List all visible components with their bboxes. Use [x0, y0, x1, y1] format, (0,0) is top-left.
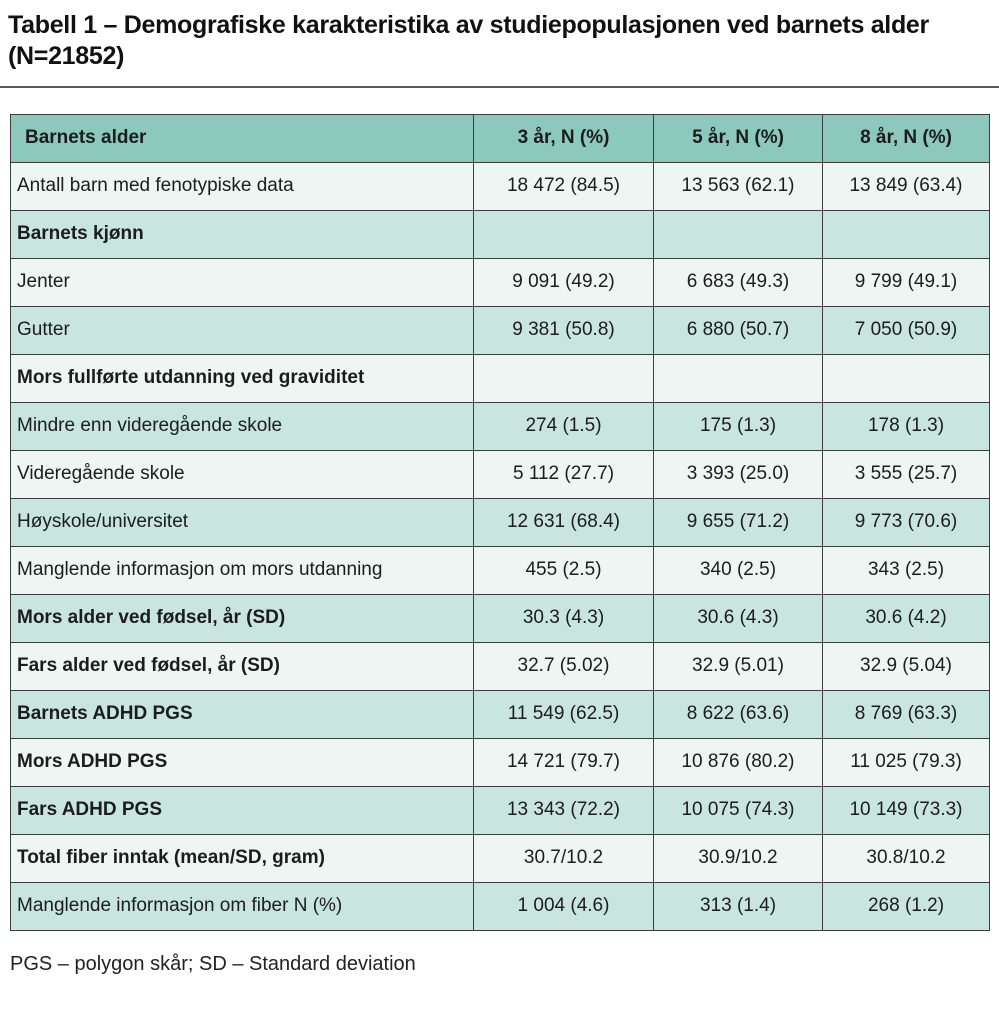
value-cell: 12 631 (68.4) [473, 497, 654, 547]
value-cell: 3 393 (25.0) [653, 449, 823, 499]
row-label-cell: Fars ADHD PGS [10, 785, 474, 835]
value-cell: 268 (1.2) [822, 881, 990, 931]
row-label-cell: Gutter [10, 305, 474, 355]
value-cell: 1 004 (4.6) [473, 881, 654, 931]
table-row: Total fiber inntak (mean/SD, gram) 30.7/1… [10, 833, 990, 883]
table-row: Fars alder ved fødsel, år (SD) 32.7 (5.02… [10, 641, 990, 691]
value-cell: 3 555 (25.7) [822, 449, 990, 499]
value-cell: 30.3 (4.3) [473, 593, 654, 643]
value-cell: 30.6 (4.3) [653, 593, 823, 643]
value-cell: 32.9 (5.01) [653, 641, 823, 691]
value-cell: 9 655 (71.2) [653, 497, 823, 547]
value-cell: 6 683 (49.3) [653, 257, 823, 307]
table-row: Mors ADHD PGS 14 721 (79.7) 10 876 (80.2) 1… [10, 737, 990, 787]
table-row: Antall barn med fenotypiske data 18 472 (… [10, 161, 990, 211]
value-cell: 455 (2.5) [473, 545, 654, 595]
row-label-cell: Jenter [10, 257, 474, 307]
value-cell: 13 849 (63.4) [822, 161, 990, 211]
row-label-cell: Barnets ADHD PGS [10, 689, 474, 739]
value-cell: 30.7/10.2 [473, 833, 654, 883]
value-cell: 32.9 (5.04) [822, 641, 990, 691]
value-cell: 8 769 (63.3) [822, 689, 990, 739]
row-label-cell: Mindre enn videregående skole [10, 401, 474, 451]
table-row: Høyskole/universitet 12 631 (68.4) 9 655 (… [10, 497, 990, 547]
value-cell: 7 050 (50.9) [822, 305, 990, 355]
table-row: Mors fullførte utdanning ved graviditet [10, 353, 990, 403]
value-cell: 32.7 (5.02) [473, 641, 654, 691]
row-label-cell: Barnets kjønn [10, 209, 474, 259]
table-row: Manglende informasjon om fiber N (%) 1 00… [10, 881, 990, 931]
table-row: Manglende informasjon om mors utdanning 4… [10, 545, 990, 595]
row-label-cell: Manglende informasjon om mors utdanning [10, 545, 474, 595]
value-cell: 178 (1.3) [822, 401, 990, 451]
footnote: PGS – polygon skår; SD – Standard deviat… [10, 952, 416, 975]
value-cell [822, 209, 990, 259]
table-row: Videregående skole 5 112 (27.7) 3 393 (25.… [10, 449, 990, 499]
value-cell: 13 563 (62.1) [653, 161, 823, 211]
value-cell [473, 353, 654, 403]
table-row: Mindre enn videregående skole 274 (1.5) 17… [10, 401, 990, 451]
value-cell: 14 721 (79.7) [473, 737, 654, 787]
value-cell: 5 112 (27.7) [473, 449, 654, 499]
table-header-row: Barnets alder 3 år, N (%) 5 år, N (%) 8 … [10, 113, 990, 163]
value-cell: 13 343 (72.2) [473, 785, 654, 835]
header-cell-5-ar: 5 år, N (%) [653, 113, 823, 163]
table-row: Barnets kjønn [10, 209, 990, 259]
value-cell [473, 209, 654, 259]
table-row: Gutter 9 381 (50.8) 6 880 (50.7) 7 050 (50.… [10, 305, 990, 355]
value-cell: 175 (1.3) [653, 401, 823, 451]
value-cell: 274 (1.5) [473, 401, 654, 451]
value-cell: 30.9/10.2 [653, 833, 823, 883]
row-label-cell: Mors ADHD PGS [10, 737, 474, 787]
value-cell: 10 075 (74.3) [653, 785, 823, 835]
row-label-cell: Antall barn med fenotypiske data [10, 161, 474, 211]
value-cell: 340 (2.5) [653, 545, 823, 595]
row-label-cell: Mors fullførte utdanning ved graviditet [10, 353, 474, 403]
value-cell: 30.6 (4.2) [822, 593, 990, 643]
value-cell: 9 381 (50.8) [473, 305, 654, 355]
value-cell [822, 353, 990, 403]
value-cell: 10 149 (73.3) [822, 785, 990, 835]
value-cell: 11 025 (79.3) [822, 737, 990, 787]
value-cell: 10 876 (80.2) [653, 737, 823, 787]
value-cell: 343 (2.5) [822, 545, 990, 595]
row-label-cell: Manglende informasjon om fiber N (%) [10, 881, 474, 931]
demographics-table: Barnets alder 3 år, N (%) 5 år, N (%) 8 … [10, 113, 990, 931]
row-label-cell: Videregående skole [10, 449, 474, 499]
page-title: Tabell 1 – Demografiske karakteristika a… [8, 11, 929, 71]
row-label-cell: Høyskole/universitet [10, 497, 474, 547]
table-row: Fars ADHD PGS 13 343 (72.2) 10 075 (74.3) 1… [10, 785, 990, 835]
value-cell: 313 (1.4) [653, 881, 823, 931]
value-cell [653, 353, 823, 403]
title-divider [0, 85, 999, 88]
value-cell: 9 091 (49.2) [473, 257, 654, 307]
header-cell-3-ar: 3 år, N (%) [473, 113, 654, 163]
row-label-cell: Mors alder ved fødsel, år (SD) [10, 593, 474, 643]
header-cell-barnets-alder: Barnets alder [10, 113, 474, 163]
row-label-cell: Fars alder ved fødsel, år (SD) [10, 641, 474, 691]
value-cell: 18 472 (84.5) [473, 161, 654, 211]
value-cell: 8 622 (63.6) [653, 689, 823, 739]
value-cell: 30.8/10.2 [822, 833, 990, 883]
value-cell [653, 209, 823, 259]
header-cell-8-ar: 8 år, N (%) [822, 113, 990, 163]
table-row: Mors alder ved fødsel, år (SD) 30.3 (4.3)… [10, 593, 990, 643]
value-cell: 11 549 (62.5) [473, 689, 654, 739]
row-label-cell: Total fiber inntak (mean/SD, gram) [10, 833, 474, 883]
value-cell: 9 799 (49.1) [822, 257, 990, 307]
value-cell: 6 880 (50.7) [653, 305, 823, 355]
table-row: Barnets ADHD PGS 11 549 (62.5) 8 622 (63.6… [10, 689, 990, 739]
value-cell: 9 773 (70.6) [822, 497, 990, 547]
table-row: Jenter 9 091 (49.2) 6 683 (49.3) 9 799 (49.… [10, 257, 990, 307]
